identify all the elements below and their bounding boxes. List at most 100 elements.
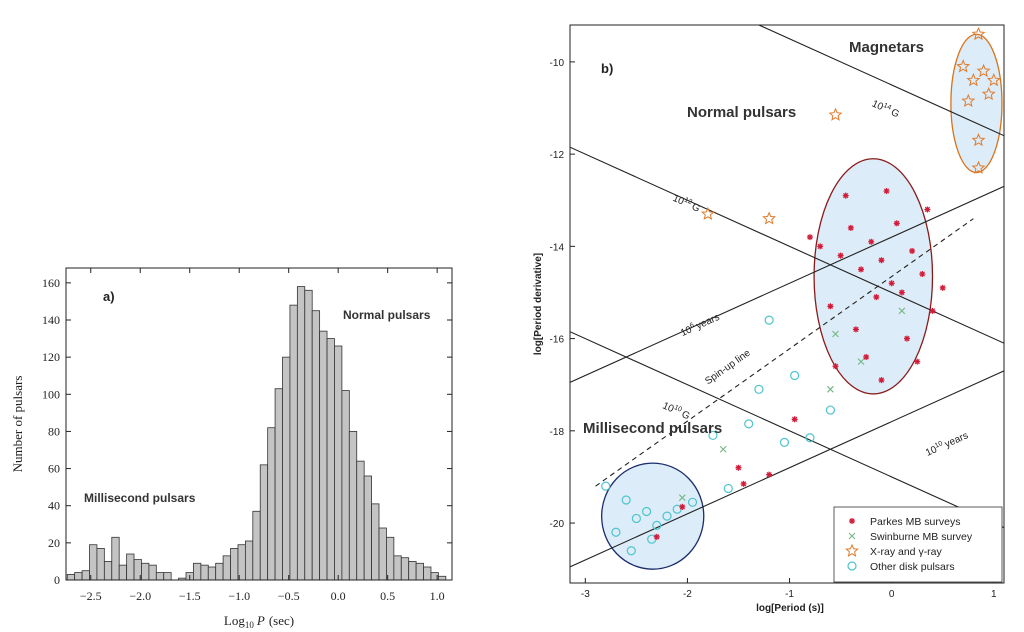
- histogram-bar: [111, 536, 120, 581]
- pulsar-point: [825, 405, 836, 415]
- pulsar-point: [621, 495, 631, 505]
- histogram-bar: [386, 536, 395, 581]
- histogram-x-tick-label: 0.0: [331, 589, 346, 603]
- ppdot-x-tick-label: -1: [785, 589, 794, 600]
- histogram-y-tick-label: 60: [48, 462, 60, 476]
- age-line-label-1-exp: 10: [934, 440, 944, 450]
- histogram-bar: [74, 572, 83, 581]
- pulsar-point: [672, 504, 682, 514]
- pulsar-point: [939, 284, 946, 291]
- pulsar-point: [779, 437, 790, 447]
- histogram-bar: [400, 557, 410, 581]
- pulsar-point: [653, 533, 660, 540]
- histogram-bar: [155, 572, 165, 581]
- spin-up-line-label: Spin-up line: [703, 347, 753, 387]
- histogram-bar: [423, 566, 432, 581]
- pulsar-points: [601, 26, 1001, 556]
- pulsar-point: [828, 107, 843, 121]
- pulsar-point: [601, 481, 611, 491]
- pulsar-point: [847, 224, 854, 231]
- histogram-bars: [66, 286, 447, 581]
- histogram-bar: [363, 475, 372, 581]
- legend-marker: [848, 532, 856, 540]
- pulsar-point: [837, 252, 844, 259]
- histogram-bar: [408, 561, 417, 581]
- pulsar-point: [764, 315, 774, 325]
- pulsar-point: [700, 206, 715, 220]
- pulsar-point: [687, 497, 698, 507]
- histogram-bar: [319, 330, 328, 581]
- histogram-bar: [141, 562, 150, 581]
- legend-markers: [845, 518, 859, 571]
- pulsar-point: [735, 464, 742, 471]
- legend-entry-parkes: Parkes MB surveys: [870, 516, 960, 528]
- pulsar-point: [914, 358, 921, 365]
- field-line-label-2-exp: 10: [673, 404, 683, 414]
- pulsar-point: [626, 546, 636, 556]
- histogram-bar: [89, 544, 98, 581]
- histogram-bar: [230, 548, 239, 581]
- pulsar-point: [679, 503, 686, 510]
- ppdot-x-tick-label: 0: [889, 589, 895, 600]
- histogram-y-label: Number of pulsars: [10, 376, 25, 473]
- histogram-bar: [148, 564, 157, 581]
- pulsar-point: [878, 257, 885, 264]
- pulsar-point: [754, 384, 764, 394]
- ppdot-y-tick-label: -20: [550, 519, 565, 530]
- pulsar-point: [662, 511, 672, 521]
- pulsar-point: [708, 430, 718, 441]
- pulsar-point: [791, 416, 798, 423]
- normal-pulsar-region: [813, 158, 934, 395]
- pulsar-point: [986, 72, 1001, 87]
- histogram-bar: [437, 575, 447, 581]
- histogram-bar: [282, 356, 291, 581]
- field-line-1e14: [757, 25, 1004, 137]
- histogram-bar: [311, 310, 321, 581]
- field-line-label-1-base: 10: [671, 193, 686, 208]
- ppdot-x-label: log[Period (s)]: [756, 603, 824, 614]
- histogram-y-tick-label: 120: [42, 350, 60, 364]
- histogram-y-tick-label: 40: [48, 499, 60, 513]
- pulsar-point: [611, 527, 621, 537]
- pulsar-point: [827, 303, 834, 310]
- ppdot-frame: [569, 24, 1005, 584]
- pulsar-point: [878, 377, 885, 384]
- pulsar-point: [744, 419, 754, 429]
- histogram-bar: [118, 564, 128, 581]
- histogram-frame: [65, 267, 453, 581]
- histogram-bar: [259, 464, 269, 581]
- histogram-bar: [163, 572, 172, 581]
- pulsar-point: [817, 243, 824, 250]
- histogram-y-ticks: 0 20 40 60 80 100 120 140 160: [42, 276, 452, 587]
- field-line-label-0-base: 10: [870, 98, 885, 113]
- pulsar-point: [873, 294, 880, 301]
- histogram-bar: [371, 503, 380, 581]
- histogram-x-label-var: P: [256, 613, 265, 628]
- pulsar-point: [971, 26, 986, 41]
- histogram-bar: [66, 574, 76, 581]
- histogram-y-tick-label: 0: [54, 573, 60, 587]
- histogram-x-label-sub: 10: [245, 620, 255, 630]
- age-line-label-1-unit: years: [943, 430, 970, 450]
- ppdot-panel: -3 -2 -1 0 1 -10-12-14-16-18-20 b) Magnetars…: [533, 24, 1005, 614]
- label-millisecond-pulsars: Millisecond pulsars: [583, 420, 722, 437]
- histogram-y-tick-label: 140: [42, 313, 60, 327]
- magnetar-region: [950, 33, 1003, 174]
- histogram-annotation-normal: Normal pulsars: [343, 308, 431, 322]
- pulsar-point: [641, 506, 652, 517]
- histogram-bar: [304, 289, 313, 581]
- histogram-panel: −2.5 −2.0 −1.5 −1.0 −0.5 0.0 0.5 1.0 0 20 40 60 80 1…: [10, 267, 453, 630]
- pulsar-point: [832, 363, 839, 370]
- histogram-x-tick-label: −0.5: [278, 589, 300, 603]
- histogram-bar: [244, 540, 254, 581]
- ppdot-y-tick-label: -10: [550, 58, 565, 69]
- pulsar-point: [857, 358, 865, 366]
- histogram-x-tick-label: −1.0: [228, 589, 250, 603]
- histogram-x-label-log: Log: [224, 613, 245, 628]
- legend-marker: [847, 561, 857, 571]
- histogram-x-tick-label: 1.0: [430, 589, 445, 603]
- pulsar-point: [832, 330, 839, 338]
- histogram-x-tick-label: −2.5: [80, 589, 102, 603]
- histogram-x-tick-label: −2.0: [129, 589, 151, 603]
- pulsar-point: [652, 520, 662, 530]
